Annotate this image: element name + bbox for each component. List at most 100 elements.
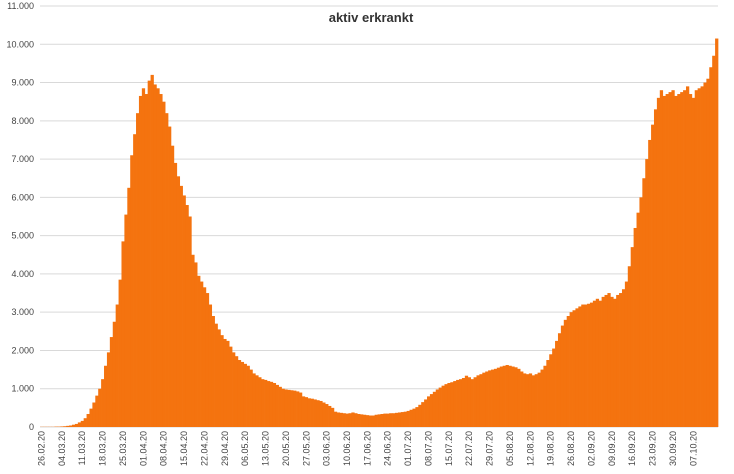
x-tick-label: 17.06.20 <box>362 431 372 466</box>
bar <box>482 372 486 427</box>
bar <box>220 335 224 427</box>
bar <box>150 74 154 427</box>
x-tick-label: 15.07.20 <box>444 431 454 466</box>
bar <box>429 394 434 427</box>
bar <box>162 101 166 428</box>
bar <box>604 294 608 427</box>
x-tick-label: 25.03.20 <box>118 431 128 466</box>
bar <box>168 126 172 427</box>
x-tick-label: 05.08.20 <box>505 431 515 466</box>
bar <box>281 388 285 427</box>
bar <box>374 414 378 427</box>
x-tick-label: 01.04.20 <box>138 431 148 466</box>
bar <box>488 370 492 427</box>
x-tick-label: 20.05.20 <box>281 431 291 466</box>
bar <box>453 381 457 427</box>
x-tick-label: 22.04.20 <box>199 431 209 466</box>
bar <box>80 420 84 427</box>
x-tick-label: 04.03.20 <box>57 431 67 466</box>
bar <box>258 377 262 427</box>
bar <box>185 205 189 427</box>
bar <box>403 411 407 427</box>
bar <box>694 90 698 427</box>
bar <box>537 372 541 427</box>
bar <box>592 300 597 427</box>
bar <box>310 398 314 427</box>
bar <box>200 281 204 427</box>
x-tick-label: 29.04.20 <box>220 431 230 466</box>
bar <box>348 413 352 427</box>
bar <box>549 354 553 427</box>
x-tick-label: 27.05.20 <box>301 431 311 466</box>
bar <box>563 319 568 427</box>
bar <box>523 373 527 427</box>
bar <box>578 306 582 427</box>
bar <box>697 88 701 427</box>
bar <box>662 95 666 427</box>
bar <box>301 396 306 427</box>
bar <box>197 275 201 427</box>
bar <box>124 214 128 427</box>
bar <box>118 279 122 427</box>
bar <box>575 308 579 427</box>
bar <box>400 412 405 427</box>
y-tick-label: 6.000 <box>11 192 34 202</box>
x-tick-label: 26.08.20 <box>566 431 576 466</box>
bar <box>584 304 588 427</box>
bar <box>83 418 87 427</box>
bar <box>520 371 524 427</box>
bar <box>415 407 419 427</box>
bar <box>92 402 96 427</box>
y-tick-label: 2.000 <box>11 345 34 355</box>
bar <box>339 412 343 427</box>
bar <box>141 88 146 427</box>
bar <box>345 413 349 427</box>
bar <box>444 384 448 427</box>
x-tick-label: 12.08.20 <box>525 431 535 466</box>
bar <box>496 367 501 427</box>
bar <box>459 379 463 427</box>
bar <box>63 426 67 427</box>
bar <box>202 287 207 427</box>
x-tick-label: 08.04.20 <box>159 431 169 466</box>
bar <box>386 413 390 427</box>
bar <box>435 389 439 427</box>
bar <box>229 346 233 427</box>
bar <box>304 397 309 427</box>
bar <box>156 88 160 427</box>
bar <box>395 412 399 427</box>
bar <box>176 176 181 427</box>
bar <box>653 109 658 427</box>
bar <box>691 97 696 427</box>
bar <box>313 399 317 427</box>
x-tick-label: 16.09.20 <box>627 431 637 466</box>
bar <box>392 413 396 427</box>
bar <box>552 348 556 427</box>
bar <box>121 241 125 427</box>
bar <box>191 254 195 427</box>
bar <box>706 78 710 427</box>
bar <box>610 296 614 427</box>
bar <box>639 197 643 427</box>
bar <box>409 409 413 427</box>
bar <box>112 321 117 427</box>
x-tick-label: 11.03.20 <box>77 431 87 465</box>
bar <box>517 368 521 427</box>
bar-series <box>40 38 719 428</box>
bar <box>278 386 282 427</box>
bar <box>243 363 247 427</box>
bar <box>333 411 338 427</box>
bar <box>194 262 198 427</box>
bar <box>421 402 425 427</box>
bar <box>499 366 504 427</box>
bar <box>101 379 105 427</box>
bar <box>636 212 640 427</box>
bar <box>138 95 143 427</box>
bar <box>325 404 329 427</box>
bar <box>476 375 480 427</box>
bar <box>266 381 271 427</box>
bar <box>293 390 297 427</box>
bar <box>502 365 506 427</box>
bar <box>546 360 550 427</box>
bar <box>77 422 82 427</box>
